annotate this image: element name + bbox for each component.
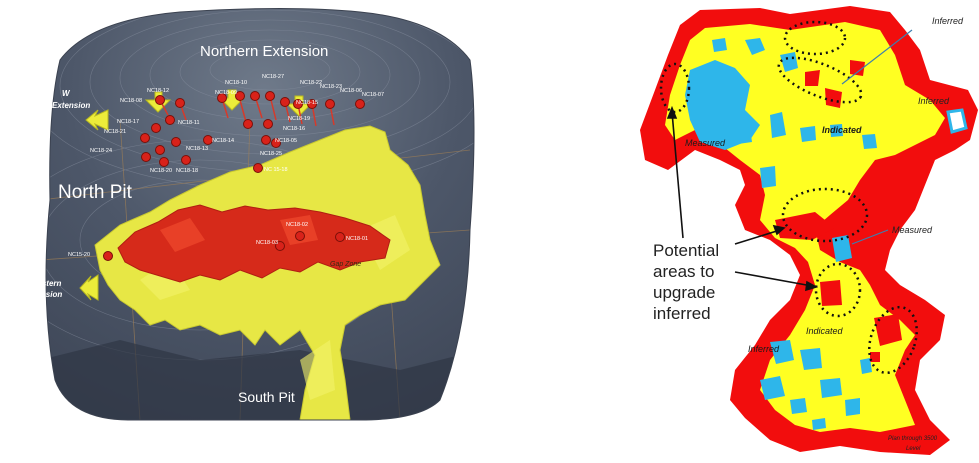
label-western-extension-line1: Western [30,279,62,288]
drillhole-label: NC18-24 [90,148,112,154]
drillhole-label: NC18-12 [147,88,169,94]
classification-plan-svg: Inferred Inferred Measured Indicated Mea… [640,6,978,455]
label-plan-line2: Level [906,446,921,452]
upgrade-target-southeast [868,305,918,375]
drillhole-label: NC18-19 [288,116,310,122]
nw-extension-arrow [85,109,109,131]
north-pit-3d-view: NC18-10 NC18-09 NC18-12 NC18-08 NC18-17 … [0,0,480,458]
upgrade-annotation: Potential areas to upgrade inferred [653,240,763,324]
resource-classification-plan: Inferred Inferred Measured Indicated Mea… [600,0,979,458]
label-south-pit: South Pit [238,389,295,405]
drillhole-label: NC18-22 [300,80,322,86]
upgrade-target-outlines [659,20,918,375]
label-western-extension-line2: Extension [24,290,62,299]
inferred-leader-line [841,29,913,85]
drillhole-label: NC18-17 [117,119,139,125]
drillhole-label: NC18-11 [178,120,200,126]
upgrade-target-top [783,20,847,56]
annotation-line: Potential [653,241,720,260]
annotation-arrows [666,105,819,292]
drillhole-label: NC15-20 [68,252,90,258]
inferred-pockets [775,60,902,362]
drillhole-label: NC18-10 [225,80,247,86]
label-gap-zone: Gap Zone [330,261,361,268]
annotation-line: inferred [653,304,711,323]
measured-leader-line [851,229,889,245]
north-pit-3d-svg: NC18-10 NC18-09 NC18-12 NC18-08 NC18-17 … [24,8,475,421]
label-northern-extension: Northern Extension [200,43,328,60]
label-nw-extension-line1: W [62,89,71,98]
drillhole-label: NC18-23 [320,84,342,90]
drillhole-label: NC18-16 [283,126,305,132]
label-north-pit: North Pit [58,182,133,203]
terrain-map [46,8,474,420]
upgrade-target-northwest [659,62,691,114]
drillhole-label: NC18-09 [215,90,237,96]
label-plan-line1: Plan through 3500 [888,436,938,442]
drillhole-label: NC18-01 [346,236,368,242]
annotation-line: areas to [653,262,715,281]
label-indicated-bottom: Indicated [806,326,844,336]
label-indicated-top: Indicated [822,125,862,135]
drillhole-label: NC18-18 [176,168,198,174]
drillhole-label: NC18-02 [286,222,308,228]
drillhole-label: NC18-25 [260,151,282,157]
drillhole-label: NC18-06 [340,88,362,94]
upgrade-target-northeast [777,56,863,104]
drillhole-label: NC18-14 [212,138,234,144]
label-inferred-bottom: Inferred [748,344,780,354]
label-nw-extension-line2: Extension [52,101,90,110]
measured-zones [685,38,968,430]
label-measured-right: Measured [892,225,933,235]
drillhole-label: NC18-07 [362,92,384,98]
label-inferred-top: Inferred [932,16,964,26]
drillhole-label: NC18-13 [186,146,208,152]
drillhole-label: NC18-08 [120,98,142,104]
western-extension-arrow [79,274,99,301]
red-highlights [160,215,318,252]
drillhole-label: NC18-15 [296,100,318,106]
label-inferred-right: Inferred [918,96,950,106]
drillhole-label: NC18-21 [104,129,126,135]
drillhole-label: NC 15-18 [264,167,288,173]
label-measured-left: Measured [685,138,726,148]
upgrade-target-middle [781,187,869,243]
upgrade-target-neck [814,262,862,318]
drillhole-label: NC18-20 [150,168,172,174]
drillhole-collars [103,91,365,261]
drillhole-label: NC18-03 [256,240,278,246]
drillhole-labels: NC18-10 NC18-09 NC18-12 NC18-08 NC18-17 … [68,74,384,258]
drillhole-label: NC18-27 [262,74,284,80]
drillhole-label: NC18-05 [275,138,297,144]
annotation-line: upgrade [653,283,716,302]
